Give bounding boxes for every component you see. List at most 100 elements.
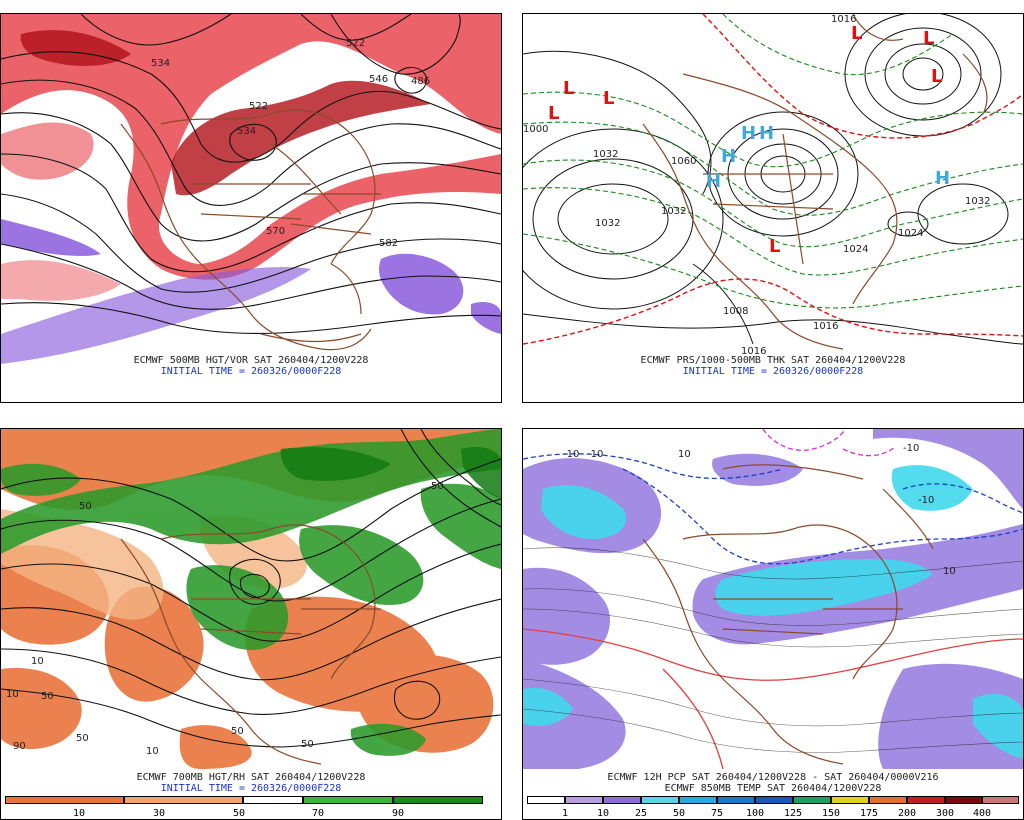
- temp-label: 10: [678, 449, 691, 460]
- precip-colorbar-label: 200: [897, 808, 917, 819]
- low-symbol: L: [931, 66, 942, 87]
- low-symbol: L: [603, 88, 614, 109]
- contour-label: 50: [79, 501, 92, 512]
- panel-700mb-rh: 50 50 10 50 50 10 10 50 90 50 ECMWF 700M…: [0, 428, 502, 820]
- coastlines: [642, 464, 934, 765]
- panel-mslp-thickness: L L L L L L H H H H H L 1016 1032 1024 1…: [522, 13, 1024, 403]
- isobar-label: 1060: [671, 156, 696, 167]
- precip-colorbar-swatch: [793, 796, 831, 804]
- rh-colorbar-label: 70: [311, 808, 325, 819]
- contour-label: 50: [431, 481, 444, 492]
- precip-cyan-fill: [523, 465, 1023, 759]
- high-symbol: H: [721, 146, 736, 167]
- contour-label: 522: [249, 101, 268, 112]
- precip-colorbar-swatch: [717, 796, 755, 804]
- temp-label: 10: [943, 566, 956, 577]
- map-700mb: 50 50 10 50 50 10 10 50 90 50: [1, 429, 501, 769]
- isobar-label: 1024: [898, 228, 923, 239]
- precip-colorbar-swatch: [641, 796, 679, 804]
- low-symbol: L: [548, 103, 559, 124]
- map-500mb: 534 522 522 546 486 534 570 582: [1, 14, 501, 364]
- precip-colorbar-label: 50: [672, 808, 686, 819]
- coastlines: [120, 524, 381, 765]
- rh-colorbar-label: 90: [391, 808, 405, 819]
- precip-colorbar-swatch: [945, 796, 982, 804]
- contour-label: 50: [301, 739, 314, 750]
- low-symbol: L: [563, 78, 574, 99]
- temp-red-line: [523, 628, 1023, 769]
- isobar-label: 1000: [523, 124, 548, 135]
- precip-colorbar-swatch: [831, 796, 869, 804]
- vorticity-purple-fill: [1, 219, 501, 364]
- isobar-label: 1032: [593, 149, 618, 160]
- high-symbol: H: [706, 171, 721, 192]
- caption-700mb: ECMWF 700MB HGT/RH SAT 260404/1200V228: [136, 772, 366, 783]
- temp-label: -10: [903, 443, 919, 454]
- precip-colorbar-swatch: [565, 796, 603, 804]
- precip-colorbar-label: 400: [972, 808, 992, 819]
- panel-500mb-vorticity: 534 522 522 546 486 534 570 582 ECMWF 50…: [0, 13, 502, 403]
- precip-colorbar-swatch: [527, 796, 565, 804]
- rh-colorbar-label: 50: [232, 808, 246, 819]
- precip-colorbar-label: 75: [710, 808, 724, 819]
- contour-label: 570: [266, 226, 285, 237]
- map-mslp: L L L L L L H H H H H L 1016 1032 1024 1…: [523, 14, 1023, 357]
- height-contours: [1, 14, 501, 335]
- isobar-label: 1032: [661, 206, 686, 217]
- precip-colorbar: [527, 796, 1019, 804]
- thickness-red-dashed: [523, 14, 1023, 345]
- map-precip: -10 -10 10 -10 10 -10: [523, 429, 1023, 769]
- precip-colorbar-label: 125: [783, 808, 803, 819]
- init-time-700mb: INITIAL TIME = 260326/0000F228: [160, 783, 342, 794]
- rh-colorbar-label: 30: [152, 808, 166, 819]
- isobar-label: 1024: [843, 244, 868, 255]
- caption-precip: ECMWF 12H PCP SAT 260404/1200V228 - SAT …: [607, 772, 939, 783]
- isobar-label: 1016: [831, 14, 856, 25]
- isobar-label: 1032: [595, 218, 620, 229]
- init-time-mslp: INITIAL TIME = 260326/0000F228: [682, 366, 864, 377]
- caption-500mb: ECMWF 500MB HGT/VOR SAT 260404/1200V228: [133, 355, 369, 366]
- low-symbol: L: [923, 28, 934, 49]
- precip-colorbar-label: 25: [634, 808, 648, 819]
- coastlines: [120, 109, 381, 351]
- contour-label: 10: [31, 656, 44, 667]
- temp-blue-dashed: [523, 453, 1023, 565]
- vorticity-red-fill: [1, 14, 501, 301]
- precip-colorbar-swatch: [603, 796, 641, 804]
- rh-dark-green-fill: [280, 447, 501, 499]
- precip-colorbar-swatch: [869, 796, 907, 804]
- rh-colorbar-swatch: [5, 796, 124, 804]
- precip-colorbar-swatch: [907, 796, 945, 804]
- precip-colorbar-label: 300: [935, 808, 955, 819]
- contour-label: 10: [146, 746, 159, 757]
- contour-label: 546: [369, 74, 388, 85]
- high-symbol: H: [935, 168, 950, 189]
- caption-850temp: ECMWF 850MB TEMP SAT 260404/1200V228: [664, 783, 882, 794]
- precip-colorbar-swatch: [679, 796, 717, 804]
- rh-colorbar-label: 10: [72, 808, 86, 819]
- temp-label: -10: [563, 449, 579, 460]
- contour-label: 50: [231, 726, 244, 737]
- thickness-green-dashed: [523, 14, 1023, 309]
- contour-label: 50: [41, 691, 54, 702]
- contour-label: 50: [76, 733, 89, 744]
- pressure-centers: L L L L L L H H H H H L: [548, 23, 950, 257]
- contour-label: 582: [379, 238, 398, 249]
- rh-colorbar-swatch: [243, 796, 303, 804]
- isobar-label: 1016: [813, 321, 838, 332]
- isobar-label: 1008: [723, 306, 748, 317]
- precip-colorbar-swatch: [982, 796, 1019, 804]
- contour-label: 90: [13, 741, 26, 752]
- init-time-500mb: INITIAL TIME = 260326/0000F228: [160, 366, 342, 377]
- precip-colorbar-label: 1: [561, 808, 569, 819]
- precip-colorbar-label: 100: [745, 808, 765, 819]
- rh-colorbar-swatch: [124, 796, 243, 804]
- precip-colorbar-label: 175: [859, 808, 879, 819]
- temp-label: -10: [918, 495, 934, 506]
- high-symbol: H: [741, 123, 756, 144]
- isobar-label: 1032: [965, 196, 990, 207]
- rh-colorbar-swatch: [303, 796, 393, 804]
- contour-label: 534: [237, 126, 256, 137]
- contour-label: 522: [346, 38, 365, 49]
- temp-magenta-dashed: [762, 429, 896, 457]
